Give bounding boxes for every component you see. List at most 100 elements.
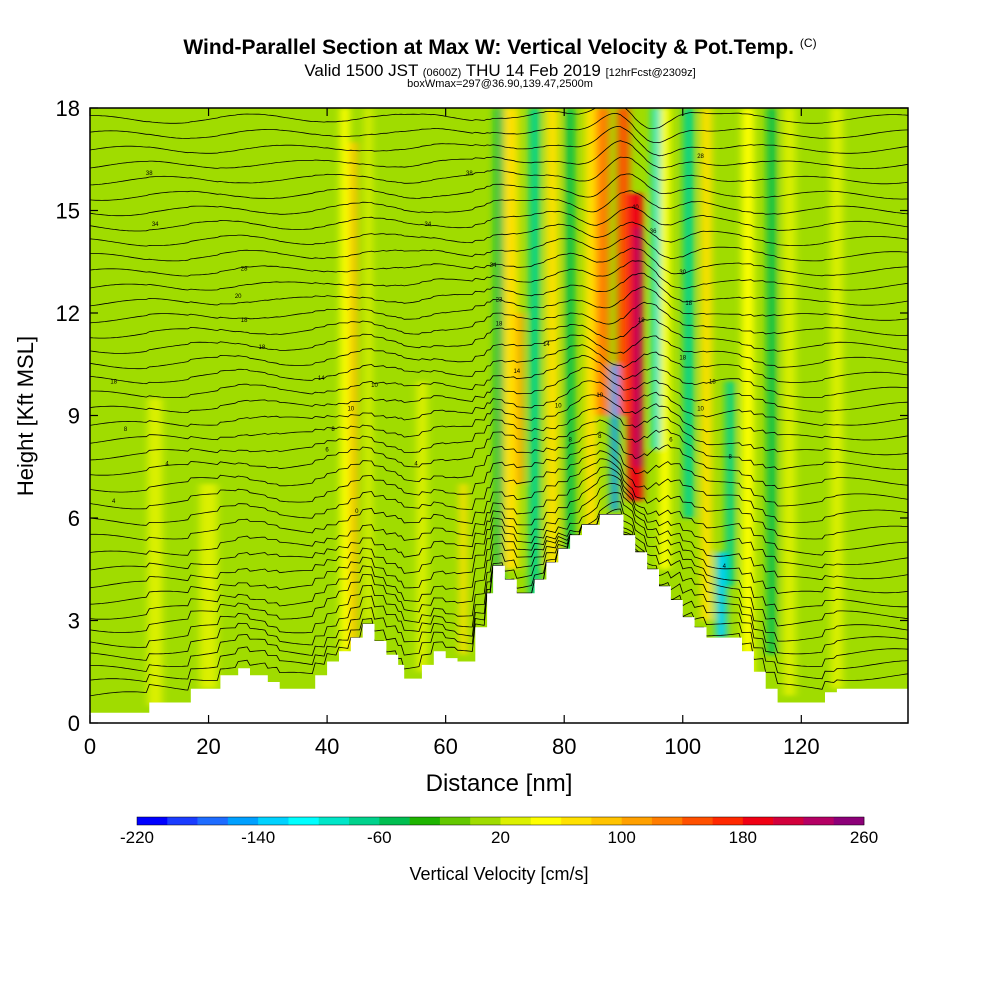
isentrope-label: 8 (331, 427, 335, 433)
x-tick-label: 100 (664, 734, 701, 759)
isentrope-line (90, 260, 908, 291)
isentrope-label: 8 (729, 455, 733, 461)
isentrope-label: 18 (685, 301, 692, 307)
colorbar-tick-label: 20 (491, 828, 510, 847)
isentrope-label: 8 (568, 437, 572, 443)
isentrope-line (90, 474, 908, 571)
colorbar-swatch (318, 817, 350, 825)
colorbar-tick-label: 260 (850, 828, 878, 847)
colorbar-swatch (439, 817, 471, 825)
updraft-band (617, 108, 630, 416)
isentrope-line (90, 272, 908, 307)
downdraft-band (494, 108, 504, 604)
isentrope-line (90, 393, 908, 444)
x-axis-label: Distance [nm] (426, 770, 573, 797)
isentrope-contours (90, 108, 908, 697)
colorbar-frame (136, 816, 865, 826)
isentrope-line (90, 108, 908, 129)
isentrope-label: 0 (355, 509, 359, 515)
isentrope-line (90, 380, 908, 427)
updraft-band (830, 108, 843, 689)
x-tick-label: 20 (196, 734, 220, 759)
isentrope-label: 4 (414, 461, 418, 467)
isentrope-label: 8 (124, 427, 128, 433)
isentrope-line (90, 450, 908, 526)
isentrope-label: 18 (638, 318, 645, 324)
colorbar-swatch (712, 817, 744, 825)
colorbar-tick-label: -140 (241, 828, 275, 847)
isentrope-line (90, 419, 908, 476)
x-tick-label: 0 (84, 734, 96, 759)
chart-title-tag: (C) (799, 36, 817, 50)
isentrope-label: 28 (697, 154, 704, 160)
isentrope-label: 18 (496, 321, 503, 327)
isentrope-line (90, 367, 908, 414)
isentrope-label: 10 (347, 407, 354, 413)
isentrope-line (90, 466, 908, 556)
updraft-band (634, 227, 642, 467)
y-tick-label: 3 (68, 609, 80, 634)
isentrope-label: 10 (371, 383, 378, 389)
updraft-band (350, 142, 358, 648)
valid-date: THU 14 Feb 2019 (465, 61, 601, 80)
isentrope-label: 38 (146, 171, 153, 177)
isentrope-line (90, 247, 908, 277)
colorbar: -220 -140 -60 20 100 180 260 (120, 816, 878, 847)
isentrope-line (90, 501, 908, 620)
isentrope-label: 34 (425, 222, 432, 228)
colorbar-swatch (197, 817, 229, 825)
isentrope-line (90, 406, 908, 461)
isentrope-line (90, 441, 908, 510)
x-tick-label: 80 (552, 734, 576, 759)
terrain-mask (90, 514, 908, 723)
y-tick-label: 9 (68, 404, 80, 429)
colorbar-swatch (742, 817, 774, 825)
x-tick-label: 40 (315, 734, 339, 759)
isentrope-labels: 1884438342820181814101086403438342318141… (110, 154, 732, 570)
valid-zulu: (0600Z) (422, 67, 462, 79)
colorbar-swatch (409, 817, 441, 825)
chart-subtitle-boxwmax: boxWmax=297@36.90,139.47,2500m (407, 78, 593, 90)
isentrope-line (90, 156, 908, 186)
isentrope-label: 34 (152, 222, 159, 228)
isentrope-line (90, 508, 908, 633)
colorbar-swatch (500, 817, 532, 825)
colorbar-swatch (561, 817, 592, 825)
isentrope-line (90, 206, 908, 232)
y-tick-label: 15 (56, 199, 80, 224)
colorbar-swatch (621, 817, 653, 825)
isentrope-line (90, 514, 908, 661)
isentrope-label: 20 (235, 294, 242, 300)
isentrope-label: 4 (112, 499, 116, 505)
colorbar-tick-label: 100 (607, 828, 635, 847)
updraft-band (199, 483, 218, 689)
colorbar-tick-label: -220 (120, 828, 154, 847)
colorbar-tick-label: 180 (729, 828, 757, 847)
colorbar-swatch (167, 817, 198, 825)
updraft-band (546, 108, 559, 570)
isentrope-line (90, 112, 908, 144)
isentrope-label: 14 (513, 369, 520, 375)
colorbar-swatch (227, 817, 259, 825)
isentrope-line (90, 173, 908, 201)
isentrope-label: 34 (490, 263, 497, 269)
isentrope-label: 4 (723, 564, 727, 570)
colorbar-swatch (258, 817, 289, 825)
chart-subtitle-valid: Valid 1500 JST (0600Z) THU 14 Feb 2019 [… (0, 61, 1000, 81)
isentrope-label: 23 (496, 297, 503, 303)
isentrope-label: 6 (669, 437, 673, 443)
updraft-band (340, 108, 350, 655)
downdraft-band (683, 108, 695, 518)
downdraft-band (565, 108, 575, 570)
chart-title-block: Wind-Parallel Section at Max W: Vertical… (0, 36, 1000, 60)
colorbar-swatch (651, 817, 683, 825)
velocity-bands (147, 108, 843, 706)
isentrope-line (90, 514, 908, 648)
updraft-band (659, 108, 671, 570)
y-tick-label: 18 (56, 96, 80, 121)
isentrope-label: 18 (110, 379, 117, 385)
isentrope-line (90, 492, 908, 605)
isentrope-line (90, 301, 908, 339)
